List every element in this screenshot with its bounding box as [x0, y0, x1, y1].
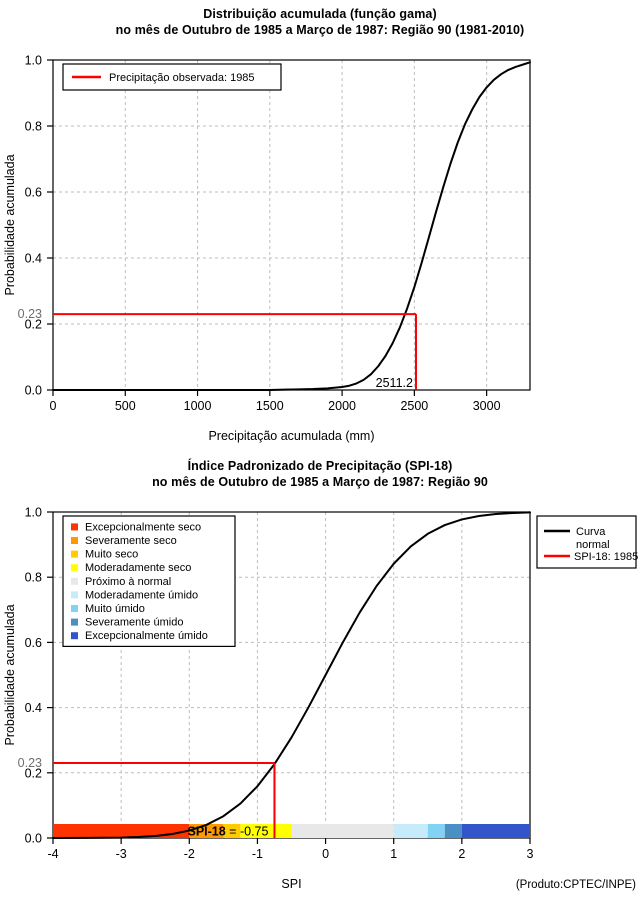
y-axis-tick-label: 0.8	[25, 571, 42, 585]
spi-category-band-segment	[427, 824, 445, 838]
x-axis-tick-label: 3000	[473, 399, 501, 413]
y-axis-tick-label: 0.0	[25, 384, 42, 398]
y-axis-title: Probabilidade acumulada	[3, 154, 17, 295]
chart-curve	[52, 511, 531, 839]
y-axis-tick-label: 1.0	[25, 506, 42, 520]
x-axis-tick-label: 0	[50, 399, 57, 413]
legend-item-label: SPI-18: 1985	[574, 551, 638, 563]
chart-curve	[52, 61, 531, 391]
legend-item-label: normal	[576, 539, 610, 551]
legend-item-label: Moderadamente seco	[85, 562, 191, 574]
x-axis-tick-label: 3	[527, 847, 534, 861]
top-chart-panel: Distribuição acumulada (função gama) no …	[0, 6, 640, 443]
highlight-y-value-label: 0.23	[18, 307, 42, 321]
y-axis-tick-label: 0.2	[25, 766, 42, 780]
x-axis-tick-label: 1500	[256, 399, 284, 413]
legend-color-swatch	[71, 537, 78, 544]
highlight-y-value-label: 0.23	[18, 756, 42, 770]
y-axis-tick-label: 0.2	[25, 318, 42, 332]
bottom-chart-panel: Índice Padronizado de Precipitação (SPI-…	[0, 452, 640, 900]
bottom-chart-plot: -4 -3 -2 -1 0 1 2 3 0.0 0.2 0.4 0.6 0.8 1.0 0.23 SPI Pro…	[3, 506, 638, 892]
legend-color-swatch	[71, 550, 78, 558]
legend-item-label: Próximo à normal	[85, 576, 171, 588]
spi-category-band-segment	[444, 824, 462, 838]
spi-category-band-segment	[291, 824, 394, 838]
legend-item-label: Severamente úmido	[85, 617, 183, 629]
spi-category-band-segment	[53, 824, 190, 838]
top-chart-plot: 0 500 1000 1500 2000 2500 3000 0.0 0.2 0.4 0.6 0.8 1…	[3, 54, 531, 443]
legend-item-label: Curva	[576, 526, 606, 538]
spi-category-band-segment	[461, 824, 530, 838]
x-axis-tick-label: -1	[252, 847, 263, 861]
x-axis-title: Precipitação acumulada (mm)	[208, 429, 374, 443]
legend-color-swatch	[71, 591, 78, 599]
top-chart-legend: Precipitação observada: 1985	[62, 63, 282, 91]
y-axis-tick-label: 0.0	[25, 832, 42, 846]
x-axis-tick-label: -2	[184, 847, 195, 861]
legend-item-label: Muito seco	[85, 549, 138, 561]
legend-color-swatch	[71, 618, 78, 626]
top-chart-title-line1: Distribuição acumulada (função gama)	[203, 7, 437, 21]
y-axis-title: Probabilidade acumulada	[3, 604, 17, 745]
legend-item-label: Excepcionalmente úmido	[85, 630, 208, 642]
spi-category-legend: Excepcionalmente seco Severamente seco Mui…	[62, 515, 236, 647]
y-axis-tick-label: 0.4	[25, 252, 42, 266]
legend-item-label: Precipitação observada: 1985	[109, 72, 255, 84]
y-axis-tick-label: 0.4	[25, 701, 42, 715]
y-axis-tick-label: 0.6	[25, 186, 42, 200]
legend-color-swatch	[71, 632, 78, 640]
top-chart-title: Distribuição acumulada (função gama) no …	[0, 6, 640, 38]
legend-color-swatch	[71, 605, 78, 612]
product-credit: (Produto:CPTEC/INPE)	[516, 879, 636, 891]
y-axis-tick-label: 0.8	[25, 120, 42, 134]
legend-item-label: Moderadamente úmido	[85, 589, 198, 601]
x-axis-tick-label: 1000	[184, 399, 212, 413]
highlight-x-value-label: 2511.2	[376, 376, 413, 390]
bottom-chart-title-line1: Índice Padronizado de Precipitação (SPI-…	[187, 459, 453, 473]
x-axis-tick-label: -4	[47, 847, 58, 861]
x-axis-tick-label: 1	[390, 847, 397, 861]
x-axis-tick-label: 2500	[400, 399, 428, 413]
spi-category-band-segment	[393, 824, 428, 838]
x-axis-title: SPI	[281, 877, 301, 891]
x-axis-tick-label: 2000	[328, 399, 356, 413]
bottom-chart-title: Índice Padronizado de Precipitação (SPI-…	[0, 458, 640, 490]
spi-category-band-segment	[223, 824, 241, 838]
x-axis-tick-label: -3	[116, 847, 127, 861]
legend-color-swatch	[71, 523, 78, 531]
legend-item-label: Muito úmido	[85, 603, 145, 615]
top-chart-title-line2: no mês de Outubro de 1985 a Março de 198…	[115, 23, 525, 37]
legend-item-label: Excepcionalmente seco	[85, 521, 201, 533]
x-axis-tick-label: 0	[322, 847, 329, 861]
bottom-chart-title-line2: no mês de Outubro de 1985 a Março de 198…	[152, 475, 488, 489]
spi-value-annotation: SPI-18 = -0.75	[187, 825, 268, 839]
x-axis-tick-label: 500	[115, 399, 136, 413]
legend-color-swatch	[71, 577, 78, 585]
x-axis-tick-label: 2	[458, 847, 465, 861]
spi-category-band-segment	[240, 824, 292, 838]
legend-color-swatch	[71, 564, 78, 572]
svg-text:SPI-18 = -0.75: SPI-18 = -0.75	[187, 825, 268, 839]
legend-item-label: Severamente seco	[85, 535, 177, 547]
y-axis-tick-label: 0.6	[25, 636, 42, 650]
y-axis-tick-label: 1.0	[25, 54, 42, 68]
